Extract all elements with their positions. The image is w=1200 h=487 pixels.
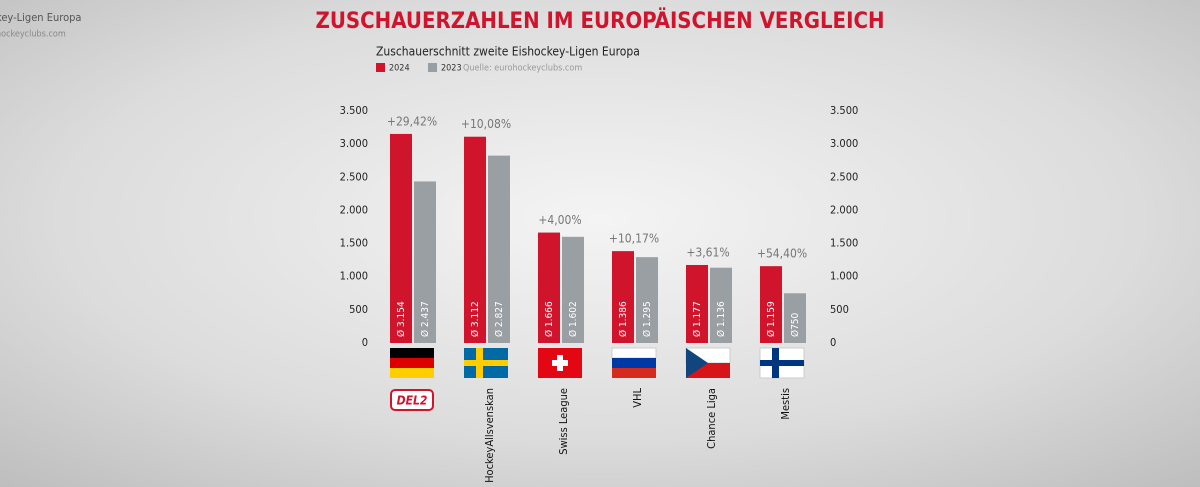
y-tick-label: 1.500 — [340, 237, 368, 250]
legend-label: 2024 — [389, 64, 410, 74]
value-label: Ø 1.386 — [617, 301, 629, 337]
x-tick-label: Swiss League — [557, 388, 570, 455]
value-label: Ø 1.602 — [567, 301, 579, 337]
flag-cross — [760, 360, 804, 366]
flag-stripe — [390, 348, 434, 358]
y-tick-label: 3.000 — [340, 137, 368, 150]
value-label: Ø 2.437 — [419, 301, 431, 337]
annotation: +10,08% — [461, 117, 511, 131]
x-tick-label: DEL2 — [397, 394, 428, 408]
y-tick-label: 2.500 — [340, 170, 368, 183]
y2-tick-label: 3.500 — [830, 104, 858, 117]
annotation: +54,40% — [757, 247, 807, 261]
flag-stripe — [390, 358, 434, 368]
value-label: Ø 1.666 — [543, 301, 555, 337]
value-label: Ø 2.827 — [493, 301, 505, 337]
value-label: Ø 1.295 — [641, 301, 653, 337]
legend-label: 2023 — [441, 64, 462, 74]
legend-swatch — [376, 63, 385, 72]
flag-stripe — [390, 368, 434, 378]
y2-tick-label: 2.000 — [830, 203, 858, 216]
value-label: Ø 1.136 — [715, 301, 727, 337]
bar — [562, 236, 584, 343]
y-tick-label: 2.000 — [340, 203, 368, 216]
x-tick-label: VHL — [631, 388, 644, 408]
chart-title: ZUSCHAUERZAHLEN IM EUROPÄISCHEN VERGLEIC… — [315, 8, 884, 34]
y2-tick-label: 2.500 — [830, 170, 858, 183]
flag-cross — [464, 360, 508, 366]
value-label: Ø 1.159 — [765, 301, 777, 337]
y-tick-label: 1.000 — [340, 270, 368, 283]
flag-stripe — [612, 368, 656, 378]
bar — [390, 133, 412, 343]
value-label: Ø 1.177 — [691, 301, 703, 337]
bar — [612, 251, 634, 343]
flag-stripe — [612, 358, 656, 368]
flag-stripe — [611, 347, 657, 359]
y2-tick-label: 1.000 — [830, 270, 858, 283]
watermark: key-Ligen Europa — [0, 11, 81, 24]
annotation: +10,17% — [609, 232, 659, 246]
watermark: hockeyclubs.com — [0, 30, 66, 40]
flag-cross — [552, 360, 568, 366]
subtitle: Zuschauerschnitt zweite Eishockey-Ligen … — [376, 45, 640, 59]
bar — [538, 232, 560, 343]
bar — [636, 257, 658, 343]
bar — [488, 155, 510, 343]
flag-triangle — [686, 348, 708, 378]
y-tick-label: 500 — [349, 303, 368, 316]
y-tick-label: 3.500 — [340, 104, 368, 117]
x-tick-label: HockeyAllsvenskan — [483, 388, 496, 483]
value-label: Ø 3.112 — [469, 301, 481, 337]
y-tick-label: 0 — [362, 336, 368, 349]
bar — [710, 267, 732, 343]
y2-tick-label: 500 — [830, 303, 849, 316]
y2-tick-label: 0 — [830, 336, 836, 349]
bar — [414, 181, 436, 343]
bar — [760, 266, 782, 343]
annotation: +4,00% — [538, 213, 581, 227]
annotation: +29,42% — [387, 114, 437, 128]
logo — [390, 389, 434, 411]
x-tick-label: Chance Liga — [705, 388, 718, 449]
bar — [686, 264, 708, 343]
annotation: +3,61% — [686, 245, 729, 259]
source: Quelle: eurohockeyclubs.com — [463, 64, 582, 74]
value-label: Ø 3.154 — [395, 301, 407, 337]
value-label: Ø750 — [789, 312, 801, 337]
legend-swatch — [428, 63, 437, 72]
y2-tick-label: 1.500 — [830, 237, 858, 250]
bar — [784, 293, 806, 343]
bar — [464, 136, 486, 343]
y2-tick-label: 3.000 — [830, 137, 858, 150]
x-tick-label: Mestis — [779, 388, 792, 420]
